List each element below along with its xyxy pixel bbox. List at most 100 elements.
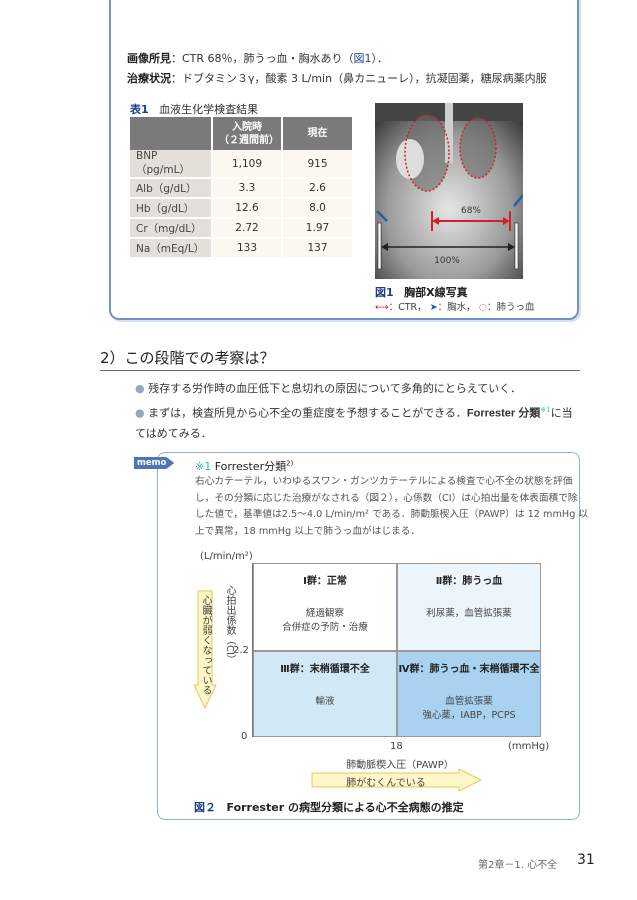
table1-title: 血液生化学検査結果 [159, 103, 259, 116]
table1-number: 表1 [130, 103, 149, 116]
header-admit-line1: 入院時 [232, 121, 262, 133]
forrester-term: Forrester 分類 [466, 407, 541, 420]
case-box [109, 0, 579, 320]
cell-now: 1.97 [281, 218, 352, 239]
figure2-title: Forrester の病型分類による心不全病態の推定 [226, 801, 464, 814]
cell-item: Na（mEq/L） [130, 238, 212, 259]
table-row: BNP（pg/mL） 1,109 915 [130, 150, 352, 179]
y-axis-label: 心拍出係数（CI） [224, 585, 235, 665]
header-empty [130, 117, 212, 150]
table-row: Alb（g/dL） 3.3 2.6 [130, 178, 352, 199]
cell-now: 137 [281, 238, 352, 259]
bullet-icon: ● [135, 406, 145, 420]
x-tick-18: 18 [390, 741, 403, 752]
cell-now: 8.0 [281, 198, 352, 219]
y-unit: (L/min/m²) [200, 551, 253, 562]
bullet-1-text: 残存する労作時の血圧低下と息切れの原因について多角的にとらえていく． [148, 382, 522, 395]
figure1-legend: ⟷：CTR， ➤：胸水， ◌：肺うっ血 [375, 299, 535, 313]
bullet-icon: ● [135, 382, 145, 395]
imaging-end: ）． [371, 52, 389, 65]
cell-admit: 3.3 [211, 178, 282, 199]
chest-xray-image: 68% 100% [375, 103, 523, 279]
cell-now: 915 [281, 150, 352, 179]
treatment-label: 治療状況 [127, 72, 171, 85]
effusion-legend-icon: ➤ [429, 302, 438, 313]
bullet-2: ● まずは，検査所見から心不全の重症度を予想することができる．Forrester… [135, 400, 580, 444]
congestion-outline-left [459, 117, 497, 179]
cell-item: BNP（pg/mL） [130, 150, 212, 179]
table-row: Cr（mg/dL） 2.72 1.97 [130, 218, 352, 239]
cell-now: 2.6 [281, 178, 352, 199]
footer-chapter: 第2章－1. 心不全 [478, 860, 558, 871]
y-tick-0: 0 [241, 731, 248, 742]
bullet-1: ● 残存する労作時の血圧低下と息切れの原因について多角的にとらえていく． [135, 380, 521, 396]
x-arrow-label: 肺がむくんでいる [346, 778, 426, 789]
quadrant-body-line: 合併症の予防・治療 [282, 622, 368, 633]
cell-item: Alb（g/dL） [130, 178, 212, 199]
table1-caption: 表1 血液生化学検査結果 [130, 101, 258, 117]
treatment-status: 治療状況：ドブタミン３γ，酸素 3 L/min（鼻カニューレ），抗凝固薬，糖尿病… [127, 70, 547, 86]
memo-line: した値で，基準値は2.5～4.0 L/min/m² である．肺動脈楔入圧（PAW… [195, 509, 589, 521]
quadrant-title: Ⅱ群：肺うっ血 [435, 576, 503, 587]
figure2-caption: 図２ Forrester の病型分類による心不全病態の推定 [194, 799, 464, 815]
quadrant-title: Ⅲ群：末梢循環不全 [280, 664, 370, 675]
bullet-2-end: に当てはめてみる． [135, 406, 573, 440]
memo-title-text: Forrester分類 [214, 460, 287, 473]
quadrant-body-line: 強心薬，IABP，PCPS [422, 710, 516, 721]
effusion-arrow-left [513, 194, 523, 207]
quadrant-body: 経過観察合併症の予防・治療 [254, 607, 396, 635]
footnote-mark[interactable]: ※1 [540, 406, 551, 414]
page-number: 31 [577, 852, 595, 868]
quadrant-4: Ⅳ群：肺うっ血・末梢循環不全 血管拡張薬強心薬，IABP，PCPS [397, 651, 541, 737]
cell-item: Hb（g/dL） [130, 198, 212, 219]
y-arrow-icon [193, 590, 217, 710]
quadrant-title: Ⅳ群：肺うっ血・末梢循環不全 [398, 664, 540, 675]
congestion-outline-right [404, 114, 450, 192]
quadrant-body-line: 血管拡張薬 [445, 696, 493, 707]
memo-line: し，その分類に応じた治療がなされる（図２），心係数（CI）は心拍出量を体表面積で… [195, 492, 578, 504]
cell-admit: 12.6 [211, 198, 282, 219]
memo-line: 右心カテーテル，いわゆるスワン・ガンツカテーテルによる検査で心不全の状態を評価 [195, 476, 573, 487]
congestion-legend-icon: ◌ [478, 302, 488, 313]
forrester-chart: Ⅰ群：正常経過観察合併症の予防・治療 Ⅱ群：肺うっ血 利尿薬，血管拡張薬 Ⅲ群：末… [252, 563, 541, 737]
figure1-caption: 図1 胸部X線写真 [375, 284, 468, 300]
heading-rule [100, 370, 580, 371]
x-axis-label: 肺動脈楔入圧（PAWP） [346, 760, 454, 771]
quadrant-title: Ⅰ群：正常 [303, 576, 347, 587]
section-heading: 2）この段階での考察は？ [100, 349, 275, 367]
memo-line: 上で異常，18 mmHg 以上で肺うっ血がはじまる． [195, 526, 421, 538]
memo-text: 右心カテーテル，いわゆるスワン・ガンツカテーテルによる検査で心不全の状態を評価し… [195, 474, 588, 541]
header-admit: 入院時 （２週間前） [211, 117, 282, 150]
quadrant-2: Ⅱ群：肺うっ血 利尿薬，血管拡張薬 [397, 563, 541, 651]
figure1-number: 図1 [375, 286, 394, 299]
cell-admit: 133 [211, 238, 282, 259]
legend-congestion-label: ：肺うっ血 [487, 302, 535, 313]
table-row: Hb（g/dL） 12.6 8.0 [130, 198, 352, 219]
cell-item: Cr（mg/dL） [130, 218, 212, 239]
memo-title: ※1 Forrester分類2) [195, 458, 293, 474]
y-arrow-label: 心臓が弱くなっている [200, 595, 211, 695]
header-now: 現在 [281, 117, 352, 150]
figure1-ref[interactable]: 図1 [353, 52, 372, 65]
quadrant-body: 輸液 [254, 695, 396, 709]
legend-effusion-label: ：胸水， [437, 302, 476, 313]
quadrant-body-line: 利尿薬，血管拡張薬 [426, 608, 512, 619]
quadrant-body: 血管拡張薬強心薬，IABP，PCPS [398, 695, 540, 723]
cell-admit: 1,109 [211, 150, 282, 179]
header-admit-line2: （２週間前） [219, 134, 279, 146]
treatment-text: ：ドブタミン３γ，酸素 3 L/min（鼻カニューレ），抗凝固薬，糖尿病薬内服 [171, 72, 547, 85]
quadrant-body: 利尿薬，血管拡張薬 [398, 607, 540, 621]
memo-box [157, 452, 580, 820]
bullet-2-text: まずは，検査所見から心不全の重症度を予想することができる． [148, 406, 467, 420]
quadrant-body-line: 経過観察 [305, 608, 344, 619]
imaging-label: 画像所見 [127, 52, 171, 65]
quadrant-1: Ⅰ群：正常経過観察合併症の予防・治療 [253, 563, 397, 651]
figure2-number: 図２ [194, 801, 216, 814]
cell-admit: 2.72 [211, 218, 282, 239]
legend-ctr-label: ：CTR， [388, 302, 427, 313]
quadrant-body-line: 輸液 [315, 696, 335, 707]
quadrant-3: Ⅲ群：末梢循環不全 輸液 [253, 651, 397, 737]
imaging-text: ：CTR 68％，肺うっ血・胸水あり（ [171, 52, 354, 65]
x-unit: (mmHg) [508, 741, 550, 752]
memo-ref: 2) [286, 459, 294, 468]
